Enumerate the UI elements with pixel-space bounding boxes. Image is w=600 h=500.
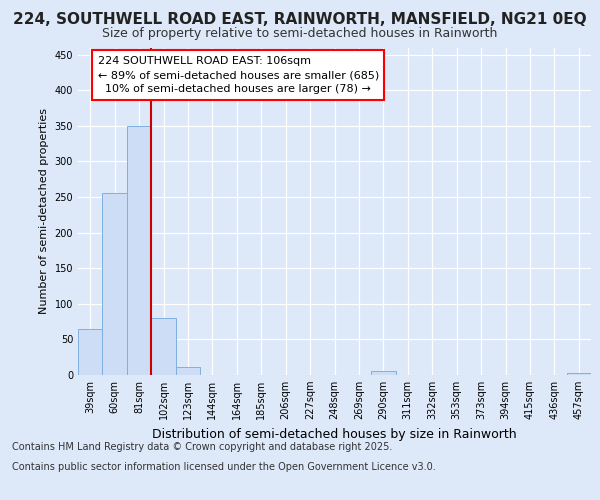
Text: 224 SOUTHWELL ROAD EAST: 106sqm
← 89% of semi-detached houses are smaller (685)
: 224 SOUTHWELL ROAD EAST: 106sqm ← 89% of… bbox=[98, 56, 379, 94]
Bar bbox=[78, 328, 103, 375]
Bar bbox=[151, 318, 176, 375]
Bar bbox=[176, 367, 200, 375]
Bar bbox=[103, 194, 127, 375]
Text: Size of property relative to semi-detached houses in Rainworth: Size of property relative to semi-detach… bbox=[103, 28, 497, 40]
Bar bbox=[371, 372, 395, 375]
Bar bbox=[127, 126, 151, 375]
Y-axis label: Number of semi-detached properties: Number of semi-detached properties bbox=[39, 108, 49, 314]
Text: Contains public sector information licensed under the Open Government Licence v3: Contains public sector information licen… bbox=[12, 462, 436, 472]
Bar bbox=[566, 373, 591, 375]
Text: 224, SOUTHWELL ROAD EAST, RAINWORTH, MANSFIELD, NG21 0EQ: 224, SOUTHWELL ROAD EAST, RAINWORTH, MAN… bbox=[13, 12, 587, 28]
X-axis label: Distribution of semi-detached houses by size in Rainworth: Distribution of semi-detached houses by … bbox=[152, 428, 517, 440]
Text: Contains HM Land Registry data © Crown copyright and database right 2025.: Contains HM Land Registry data © Crown c… bbox=[12, 442, 392, 452]
